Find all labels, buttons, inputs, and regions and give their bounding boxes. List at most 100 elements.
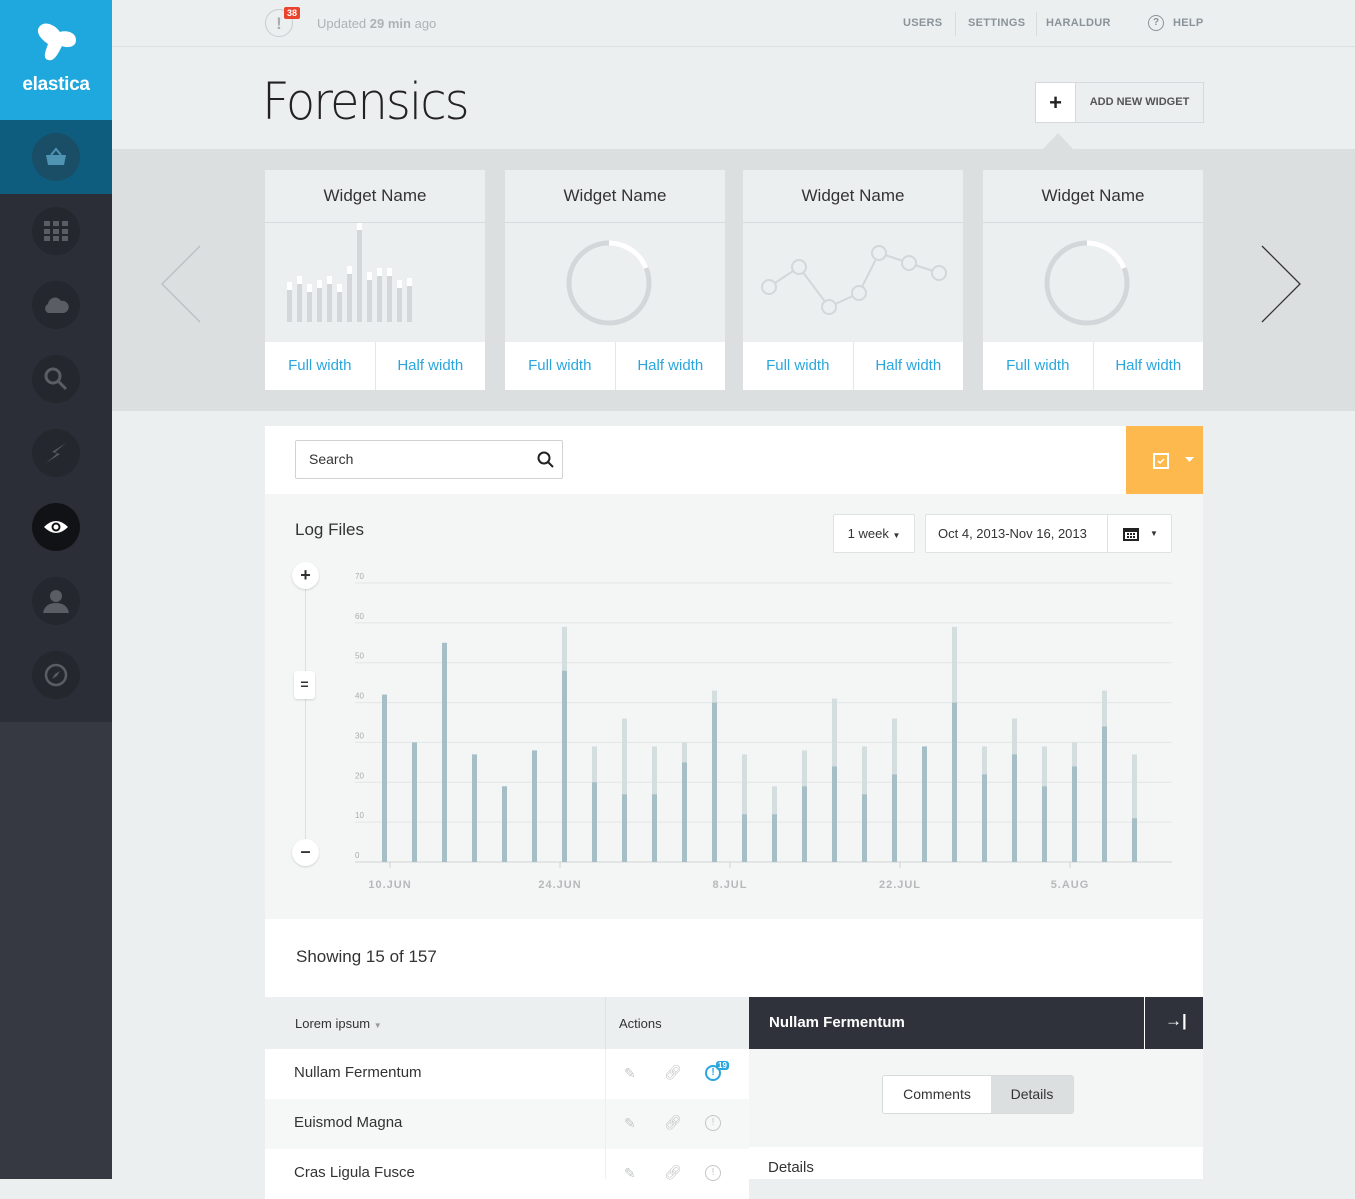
updated-status: Updated 29 min ago	[317, 16, 436, 31]
full-width-link[interactable]: Full width	[505, 342, 616, 390]
tab-comments[interactable]: Comments	[883, 1076, 991, 1113]
date-range-value: Oct 4, 2013-Nov 16, 2013	[938, 526, 1087, 541]
bar-segment-secondary	[682, 742, 687, 763]
mini-bar-top	[347, 266, 352, 274]
y-tick-label: 70	[355, 572, 364, 581]
widget-card[interactable]: Widget Name Full width Half width	[983, 170, 1203, 390]
search-input[interactable]: Search	[295, 440, 563, 479]
search-icon[interactable]	[537, 451, 554, 468]
compass-icon	[44, 663, 68, 687]
log-files-bar-chart: 0 10 20 30 40 50 60 70 10.JUN 24.JUN 8.JUL 22.JUL 5.…	[355, 572, 1172, 891]
link-icon[interactable]: 🔗︎	[664, 1114, 682, 1130]
full-width-link[interactable]: Full width	[265, 342, 376, 390]
row-name: Nullam Fermentum	[294, 1064, 422, 1081]
nav-eye[interactable]	[0, 490, 112, 564]
widget-line-preview	[761, 245, 947, 315]
half-width-link[interactable]: Half width	[397, 357, 464, 374]
bar-segment-secondary	[892, 718, 897, 775]
nav-settings[interactable]: SETTINGS	[968, 17, 1026, 29]
bar	[562, 670, 567, 862]
mini-bar-top	[337, 284, 342, 292]
zoom-in-button[interactable]: +	[292, 562, 319, 589]
bar	[1102, 726, 1107, 862]
link-icon[interactable]: 🔗︎	[664, 1064, 682, 1080]
half-width-link[interactable]: Half width	[875, 357, 942, 374]
edit-icon[interactable]: ✎	[624, 1165, 636, 1181]
next-arrow-icon[interactable]	[1260, 245, 1302, 323]
row-name: Cras Ligula Fusce	[294, 1164, 415, 1181]
bar	[382, 694, 387, 862]
nav-compass[interactable]	[0, 638, 112, 712]
collapse-panel-icon[interactable]: →|	[1165, 1011, 1187, 1030]
mini-bar	[327, 276, 332, 322]
table-row[interactable]: Cras Ligula Fusce ✎ 🔗︎ !	[265, 1149, 749, 1199]
bar	[922, 746, 927, 862]
bar	[472, 754, 477, 862]
half-width-link[interactable]: Half width	[637, 357, 704, 374]
widget-card[interactable]: Widget Name Full width Half width	[743, 170, 963, 390]
mini-bar-top	[287, 282, 292, 290]
full-width-link[interactable]: Full width	[983, 342, 1094, 390]
detail-panel: Nullam Fermentum →| Comments Details Det…	[749, 997, 1203, 1179]
range-select[interactable]: 1 week ▼	[833, 514, 915, 553]
nav-user[interactable]	[0, 564, 112, 638]
prev-arrow-icon[interactable]	[160, 245, 202, 323]
bar	[652, 794, 657, 862]
bar	[622, 794, 627, 862]
select-action-button[interactable]	[1126, 426, 1203, 494]
search-bar: Search	[265, 426, 1203, 494]
detail-section: Details	[749, 1147, 1203, 1179]
date-range-picker[interactable]: Oct 4, 2013-Nov 16, 2013 ▼	[925, 514, 1172, 553]
calendar-icon[interactable]	[1123, 526, 1139, 541]
nav-lightning[interactable]	[0, 416, 112, 490]
nav-basket[interactable]	[0, 120, 112, 194]
detail-header: Nullam Fermentum →|	[749, 997, 1203, 1049]
column-header-actions: Actions	[619, 1016, 662, 1031]
mini-bar	[287, 282, 292, 322]
bar-segment-secondary	[832, 698, 837, 767]
nav-user-menu[interactable]: HARALDUR	[1046, 17, 1111, 29]
x-tick-label: 5.AUG	[1051, 879, 1090, 891]
mini-bar	[297, 276, 302, 322]
table-row[interactable]: Nullam Fermentum ✎ 🔗︎ ! 19	[265, 1049, 749, 1099]
tab-details[interactable]: Details	[991, 1076, 1073, 1113]
table-row[interactable]: Euismod Magna ✎ 🔗︎ !	[265, 1099, 749, 1149]
bar-segment-secondary	[1042, 746, 1047, 787]
column-header-name[interactable]: Lorem ipsum ▼	[295, 1016, 382, 1031]
alert-icon[interactable]: !	[705, 1065, 721, 1081]
bar-segment-secondary	[592, 746, 597, 783]
bar	[802, 786, 807, 862]
bar	[682, 762, 687, 862]
edit-icon[interactable]: ✎	[624, 1115, 636, 1131]
bar	[442, 642, 447, 862]
zoom-out-button[interactable]: –	[292, 839, 319, 866]
zoom-slider-handle[interactable]: =	[294, 671, 315, 699]
mini-bar-top	[377, 268, 382, 276]
full-width-link[interactable]: Full width	[743, 342, 854, 390]
mini-bar	[407, 278, 412, 322]
nav-users[interactable]: USERS	[903, 17, 943, 29]
zoom-slider-track[interactable]	[305, 584, 306, 854]
bar	[412, 742, 417, 862]
edit-icon[interactable]: ✎	[624, 1065, 636, 1081]
logo[interactable]: elastica	[0, 0, 112, 120]
nav-grid[interactable]	[0, 194, 112, 268]
alert-icon[interactable]: !	[705, 1115, 721, 1131]
help-icon[interactable]: ?	[1148, 15, 1164, 31]
widget-donut-preview	[566, 240, 652, 326]
nav-search[interactable]	[0, 342, 112, 416]
link-icon[interactable]: 🔗︎	[664, 1164, 682, 1180]
alert-icon[interactable]: !	[265, 9, 293, 37]
nav-cloud[interactable]	[0, 268, 112, 342]
bar	[592, 782, 597, 862]
bar-segment-secondary	[1132, 754, 1137, 819]
caret-down-icon[interactable]: ▼	[1150, 529, 1158, 538]
half-width-link[interactable]: Half width	[1115, 357, 1182, 374]
nav-help[interactable]: HELP	[1173, 17, 1204, 29]
sidebar: elastica	[0, 0, 112, 1179]
eye-icon	[44, 521, 68, 533]
add-widget-button[interactable]: + ADD NEW WIDGET	[1035, 82, 1204, 123]
widget-card[interactable]: Widget Name Full width Half width	[505, 170, 725, 390]
widget-card[interactable]: Widget Name Full width Half width	[265, 170, 485, 390]
widget-title: Widget Name	[265, 170, 485, 223]
